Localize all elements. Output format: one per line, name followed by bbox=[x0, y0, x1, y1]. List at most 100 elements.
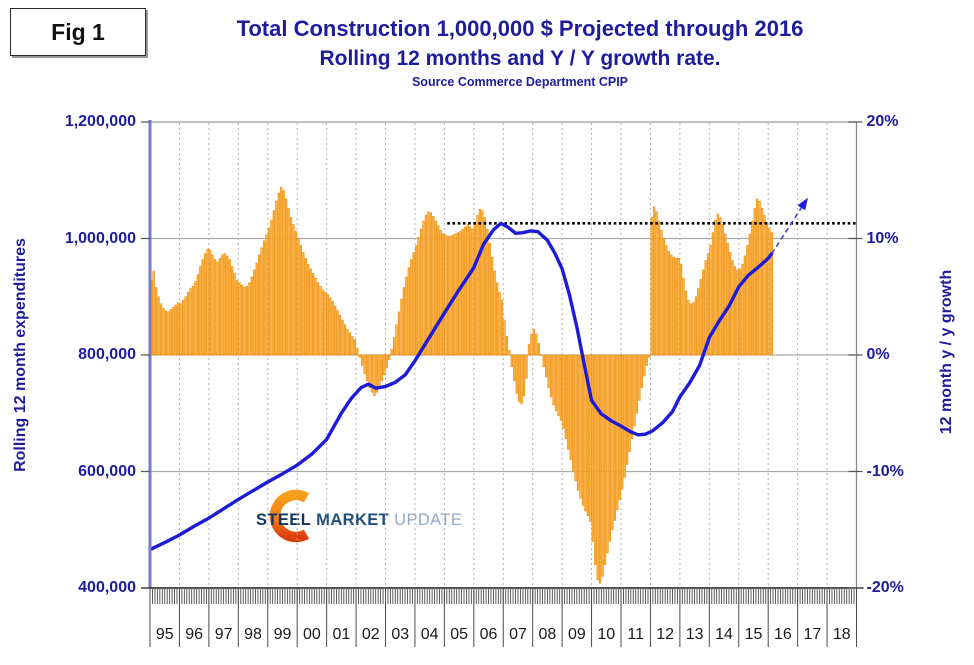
growth-bar bbox=[221, 254, 224, 356]
growth-bar bbox=[648, 354, 651, 358]
x-axis-year-label: 18 bbox=[833, 626, 851, 643]
growth-bar bbox=[164, 310, 168, 356]
growth-bar bbox=[679, 263, 683, 356]
growth-bar bbox=[410, 259, 413, 356]
growth-bar bbox=[331, 301, 334, 356]
growth-bar bbox=[677, 258, 680, 356]
growth-bar bbox=[429, 212, 433, 356]
growth-bar bbox=[488, 242, 491, 356]
projection-arrow-head bbox=[797, 197, 808, 211]
growth-bar bbox=[756, 198, 759, 356]
x-axis-year-label: 95 bbox=[156, 626, 174, 643]
growth-bar bbox=[343, 324, 347, 356]
growth-bar bbox=[368, 354, 371, 388]
growth-bar bbox=[422, 220, 425, 356]
x-axis-year-label: 10 bbox=[597, 626, 615, 643]
growth-bar bbox=[461, 228, 464, 356]
growth-bar bbox=[250, 276, 253, 356]
x-axis-year-label: 11 bbox=[627, 626, 644, 643]
growth-bar bbox=[559, 354, 563, 421]
growth-bar bbox=[643, 354, 646, 377]
growth-bar bbox=[527, 344, 531, 356]
growth-bar bbox=[179, 303, 182, 356]
growth-bar bbox=[356, 347, 359, 356]
growth-bar bbox=[258, 254, 261, 356]
chart-source-note: Source Commerce Department CPIP bbox=[411, 75, 629, 89]
growth-bar bbox=[240, 284, 244, 356]
growth-bar bbox=[439, 230, 442, 356]
growth-bar bbox=[704, 260, 707, 356]
growth-bar bbox=[324, 291, 327, 356]
growth-bar bbox=[265, 234, 268, 356]
x-axis-year-label: 07 bbox=[509, 626, 527, 643]
growth-bar bbox=[218, 258, 222, 356]
growth-bar bbox=[760, 207, 764, 356]
growth-bar bbox=[652, 206, 656, 356]
growth-bar bbox=[211, 254, 214, 356]
growth-bar bbox=[724, 233, 727, 356]
chart-title-line1: Total Construction 1,000,000 $ Projected… bbox=[236, 16, 804, 41]
growth-bar bbox=[741, 263, 744, 356]
growth-bar bbox=[589, 354, 592, 522]
growth-bar bbox=[272, 210, 276, 356]
growth-bar bbox=[363, 354, 366, 374]
growth-bar bbox=[510, 354, 513, 367]
x-axis-year-label: 00 bbox=[303, 626, 321, 643]
growth-bar bbox=[586, 354, 590, 517]
x-axis-year-label: 12 bbox=[656, 626, 674, 643]
growth-bar bbox=[599, 354, 602, 584]
growth-bar bbox=[675, 258, 678, 356]
x-axis-year-label: 04 bbox=[421, 626, 439, 643]
growth-bar bbox=[201, 259, 204, 356]
growth-bar bbox=[616, 354, 619, 511]
growth-bar bbox=[672, 256, 675, 356]
growth-bar bbox=[383, 354, 386, 376]
growth-bar bbox=[449, 235, 452, 356]
growth-bar bbox=[660, 230, 663, 356]
growth-bar bbox=[525, 354, 528, 379]
growth-bar bbox=[334, 305, 337, 356]
growth-bar bbox=[667, 251, 670, 356]
growth-bar bbox=[768, 227, 771, 356]
growth-bar bbox=[285, 198, 288, 356]
growth-bar bbox=[162, 308, 165, 356]
growth-bar bbox=[388, 354, 391, 360]
x-axis-year-label: 17 bbox=[803, 626, 821, 643]
growth-bar bbox=[613, 354, 617, 521]
steel-market-update-logo: STEEL MARKET UPDATE bbox=[248, 478, 462, 550]
growth-bar bbox=[326, 294, 329, 356]
growth-bar bbox=[370, 354, 374, 393]
growth-bar bbox=[373, 354, 376, 397]
x-axis-year-label: 15 bbox=[745, 626, 763, 643]
growth-bar bbox=[545, 354, 548, 378]
growth-bar bbox=[167, 311, 170, 356]
growth-bar bbox=[638, 354, 641, 401]
growth-bar bbox=[503, 319, 506, 356]
growth-bar bbox=[645, 354, 648, 366]
growth-bar bbox=[307, 263, 310, 356]
growth-bar bbox=[532, 329, 536, 356]
growth-bar bbox=[412, 252, 415, 356]
growth-bar bbox=[235, 280, 239, 356]
growth-bar bbox=[191, 285, 195, 356]
growth-bar bbox=[294, 231, 298, 356]
growth-bar bbox=[562, 354, 565, 429]
growth-bar bbox=[549, 354, 553, 398]
growth-bar bbox=[270, 219, 273, 356]
growth-bar bbox=[375, 354, 379, 393]
growth-bar bbox=[552, 354, 555, 406]
growth-bar bbox=[547, 354, 550, 388]
growth-bar bbox=[513, 354, 516, 381]
growth-bar bbox=[321, 289, 325, 356]
growth-bar bbox=[611, 354, 614, 531]
growth-bar bbox=[405, 276, 408, 356]
x-axis-year-label: 96 bbox=[185, 626, 203, 643]
growth-bar bbox=[594, 354, 597, 565]
growth-bar bbox=[199, 266, 202, 356]
growth-bar bbox=[231, 266, 234, 356]
growth-bar bbox=[719, 217, 722, 356]
growth-bar bbox=[520, 354, 523, 405]
left-axis-tick-label: 400,000 bbox=[78, 579, 136, 596]
left-axis-tick-label: 800,000 bbox=[78, 346, 136, 363]
growth-bar bbox=[579, 354, 582, 499]
